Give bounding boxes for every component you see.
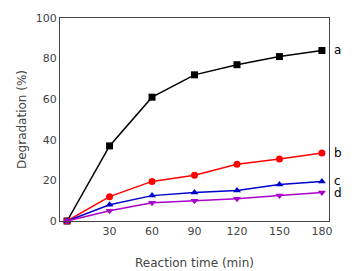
svg-text:d: d bbox=[334, 186, 342, 200]
svg-text:60: 60 bbox=[145, 225, 159, 238]
svg-text:120: 120 bbox=[226, 225, 247, 238]
svg-text:0: 0 bbox=[50, 215, 57, 228]
svg-text:80: 80 bbox=[43, 52, 57, 65]
svg-text:a: a bbox=[334, 43, 341, 57]
svg-text:b: b bbox=[334, 146, 342, 160]
svg-text:30: 30 bbox=[103, 225, 117, 238]
svg-text:Reaction time (min): Reaction time (min) bbox=[135, 256, 254, 270]
svg-text:150: 150 bbox=[269, 225, 290, 238]
svg-text:Degradation (%): Degradation (%) bbox=[15, 70, 29, 169]
svg-text:180: 180 bbox=[311, 225, 332, 238]
svg-text:90: 90 bbox=[188, 225, 202, 238]
svg-text:20: 20 bbox=[43, 174, 57, 187]
svg-text:40: 40 bbox=[43, 134, 57, 147]
svg-text:60: 60 bbox=[43, 93, 57, 106]
svg-text:100: 100 bbox=[36, 12, 57, 25]
svg-text:c: c bbox=[334, 174, 341, 188]
